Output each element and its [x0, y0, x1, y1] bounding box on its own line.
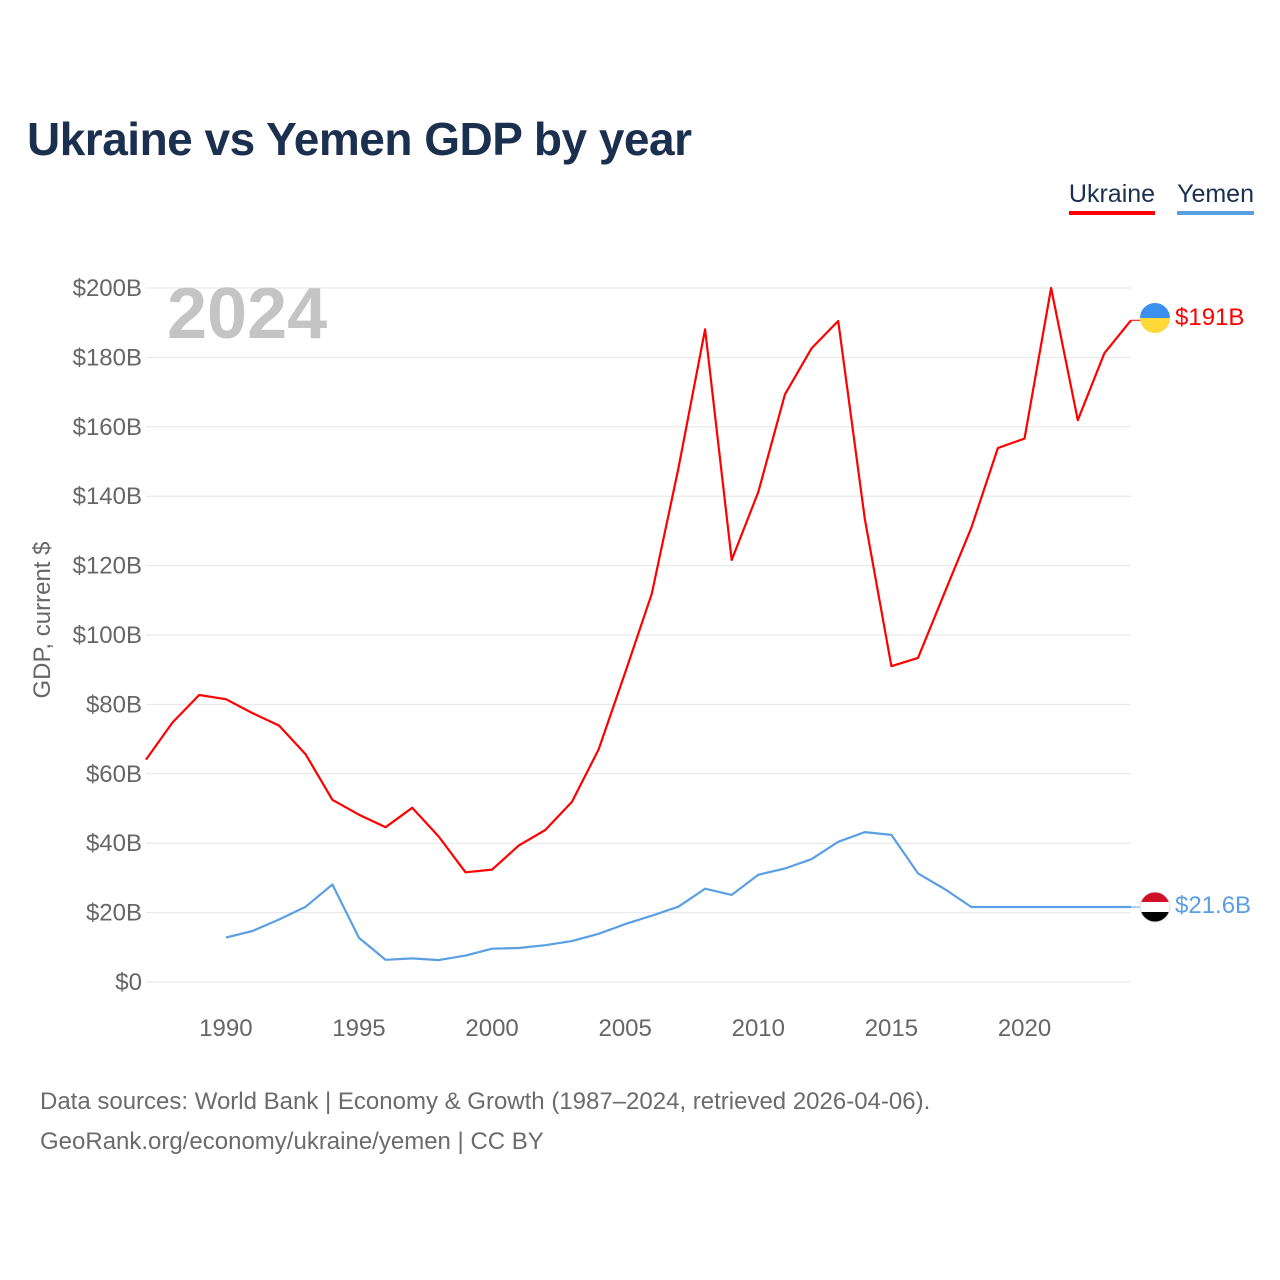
x-tick-label: 1995	[332, 1015, 385, 1042]
x-tick-label: 2015	[865, 1015, 918, 1042]
footer: Data sources: World Bank | Economy & Gro…	[40, 1082, 930, 1162]
ukraine-end-label: $191B	[1175, 304, 1244, 331]
x-tick-labels: 1990 1995 2000 2005 2010 2015 2020	[199, 1015, 1051, 1042]
y-tick-label: $0	[115, 969, 142, 996]
x-tick-label: 2010	[732, 1015, 785, 1042]
y-tick-label: $140B	[73, 483, 142, 510]
y-tick-label: $180B	[73, 344, 142, 371]
ukraine-flag-icon	[1140, 303, 1170, 333]
x-tick-label: 1990	[199, 1015, 252, 1042]
x-tick-label: 2000	[465, 1015, 518, 1042]
legend-item-yemen[interactable]: Yemen	[1177, 180, 1254, 215]
y-tick-label: $100B	[73, 622, 142, 649]
chart: $0 $20B $40B $60B $80B $100B $120B $140B $160B $1…	[29, 274, 1251, 1042]
ukraine-series-line	[145, 286, 1132, 874]
y-tick-label: $40B	[86, 830, 142, 857]
year-watermark: 2024	[167, 274, 327, 354]
end-label-layer: $191B $21.6B	[1139, 303, 1251, 923]
series-layer	[145, 286, 1142, 962]
grid-layer	[146, 287, 1131, 983]
y-tick-label: $80B	[86, 691, 142, 718]
footer-attribution: GeoRank.org/economy/ukraine/yemen | CC B…	[40, 1128, 544, 1155]
y-tick-label: $160B	[73, 414, 142, 441]
footer-sources: Data sources: World Bank | Economy & Gro…	[40, 1088, 931, 1115]
y-tick-label: $200B	[73, 275, 142, 302]
x-tick-label: 2020	[998, 1015, 1051, 1042]
page-title: Ukraine vs Yemen GDP by year	[27, 113, 692, 165]
yemen-end-label: $21.6B	[1175, 892, 1251, 919]
y-tick-labels: $0 $20B $40B $60B $80B $100B $120B $140B $160B $1…	[73, 275, 142, 996]
y-tick-label: $120B	[73, 553, 142, 580]
yemen-series-line	[225, 830, 1131, 962]
y-tick-label: $60B	[86, 761, 142, 788]
yemen-flag-icon	[1139, 891, 1171, 923]
x-tick-label: 2005	[598, 1015, 651, 1042]
y-tick-label: $20B	[86, 900, 142, 927]
y-axis-label: GDP, current $	[29, 542, 56, 699]
legend-item-ukraine[interactable]: Ukraine	[1068, 180, 1156, 215]
legend: Ukraine Yemen	[1068, 180, 1254, 215]
